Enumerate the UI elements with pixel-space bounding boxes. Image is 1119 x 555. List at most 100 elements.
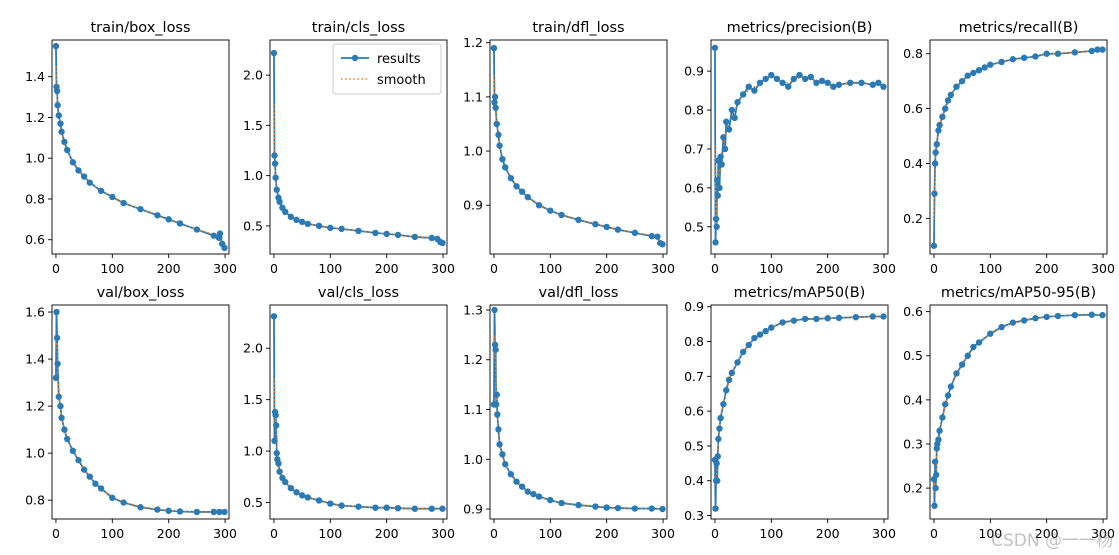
results-point [944,392,952,399]
results-point [813,315,820,323]
results-point [271,160,279,167]
results-point [801,315,809,323]
y-tick-label: 0.9 [463,502,483,517]
x-tick-label: 300 [431,261,455,276]
y-tick-label: 1.4 [25,352,45,367]
results-point [75,457,82,464]
results-point [939,414,946,421]
results-point [935,436,942,443]
results-point [711,44,719,51]
results-point [714,176,721,184]
results-point [80,173,88,180]
x-tick-label: 0 [490,261,498,276]
y-tick-label: 0.8 [25,493,45,508]
results-point [714,192,721,199]
results-point [869,81,876,88]
subplot-3: train/dfl_loss 0 100 200 300 0.9 1.0 1.1 1.2 [463,20,675,276]
results-point [762,75,769,83]
results-point [1054,312,1062,320]
results-point [535,493,543,500]
y-tick-label: 1.0 [243,444,263,459]
legend: results smooth [332,43,442,95]
results-point [875,79,882,87]
subplot-6: val/box_loss 0 100 200 300 0.8 1.0 1.2 1.4 1.6 [25,285,237,541]
y-tick-label: 1.0 [463,144,483,159]
y-tick-label: 0.2 [903,211,923,226]
results-point [790,317,798,324]
results-point [712,239,719,246]
results-point [120,499,127,506]
results-point [998,58,1005,66]
results-point [716,184,723,192]
results-point [751,334,758,342]
results-point [58,414,65,422]
subplot-title: train/box_loss [90,20,190,36]
subplot-title: val/cls_loss [318,285,399,301]
results-point [830,83,837,90]
results-point [720,134,727,141]
results-point [439,505,446,512]
results-point [1071,311,1079,319]
results-point [496,441,503,448]
x-tick-label: 200 [375,261,399,276]
results-point [880,313,887,320]
y-tick-label: 2.0 [243,341,263,356]
results-point [728,369,736,377]
plot-frame [51,39,230,255]
results-point [714,477,721,484]
x-tick-label: 100 [538,261,562,276]
results-point [338,502,345,509]
y-tick-label: 0.4 [684,473,704,488]
results-point [931,458,939,465]
subplot-5: metrics/recall(B) 0 100 200 300 0.2 0.4 0.6 0.8 [903,20,1115,276]
y-tick-label: 0.4 [903,392,923,407]
watermark: CSDN @一一杨 [991,531,1113,551]
results-point [304,220,311,228]
x-tick-label: 300 [651,261,675,276]
subplot-4: metrics/precision(B) 0 100 200 300 0.5 0.6 0.7 0… [684,20,896,276]
results-point [880,83,887,90]
results-point [210,232,217,239]
x-tick-label: 200 [595,261,619,276]
results-point [936,427,943,434]
results-point [298,492,306,499]
y-tick-label: 0.6 [684,404,704,419]
results-line [493,309,663,510]
results-point [69,447,77,455]
results-point [165,507,172,514]
results-point [109,494,116,502]
results-point [502,461,509,468]
subplot-8: val/dfl_loss 0 100 200 300 0.9 1.0 1.1 1.2 1.3 [463,285,675,541]
y-tick-label: 1.0 [243,168,263,183]
x-tick-label: 300 [213,526,237,541]
smooth-line [933,314,1103,493]
y-tick-label: 0.3 [684,508,704,523]
results-point [725,376,733,384]
results-point [193,226,201,233]
results-point [721,145,729,153]
results-point [97,187,105,195]
results-point [154,506,161,513]
results-point [648,505,655,512]
legend-smooth-label: smooth [377,73,426,88]
subplot-7: val/cls_loss 0 100 200 300 0.5 1.0 1.5 2.0 [243,285,455,541]
results-point [659,505,666,513]
results-point [745,83,752,90]
results-point [428,234,435,242]
y-tick-label: 0.9 [684,64,704,79]
results-point [835,314,843,322]
results-point [931,190,938,197]
results-point [713,460,720,467]
results-point [958,361,966,368]
results-point [411,505,419,512]
x-tick-label: 200 [157,261,181,276]
results-point [807,73,814,81]
results-point [383,230,390,238]
x-tick-label: 300 [872,526,896,541]
results-point [933,471,940,479]
results-point [1094,46,1101,53]
results-point [1071,49,1079,56]
results-point [518,483,526,490]
results-point [717,153,724,160]
results-point [713,223,720,230]
